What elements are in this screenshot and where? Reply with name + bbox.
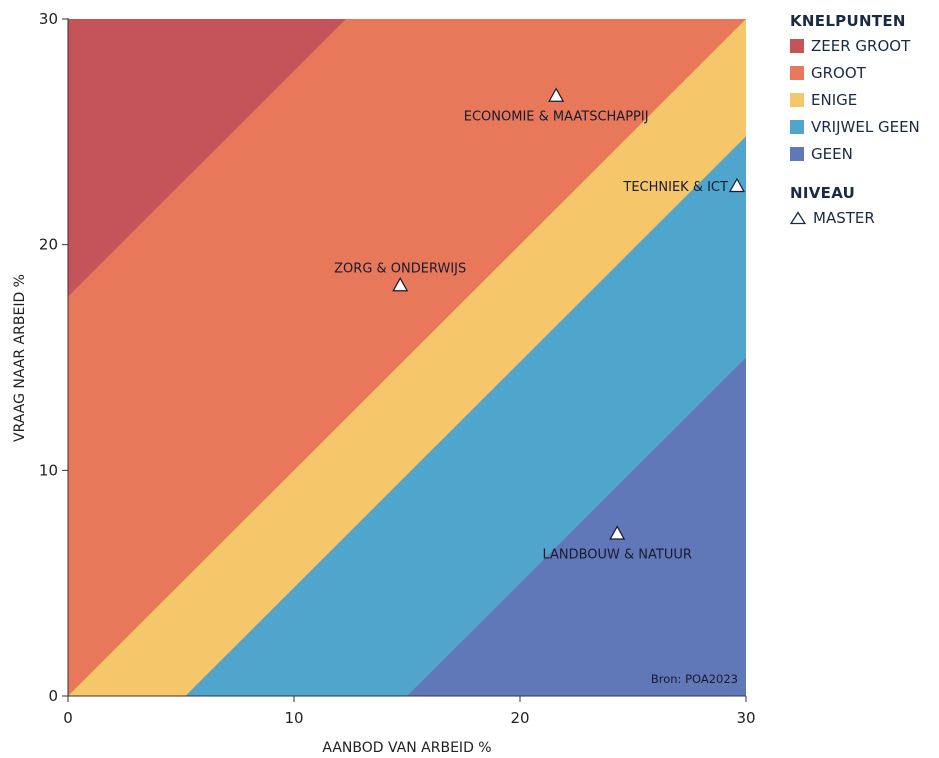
x-axis-label: AANBOD VAN ARBEID % — [322, 740, 491, 756]
legend-swatch — [790, 65, 804, 80]
legend-item-label: GROOT — [811, 63, 866, 82]
legend-swatch — [790, 38, 804, 53]
data-points: ECONOMIE & MAATSCHAPPIJ TECHNIEK & ICT ZOR… — [334, 87, 745, 563]
x-tick-label: 30 — [736, 709, 755, 727]
legend-item-label: ZEER GROOT — [811, 36, 911, 55]
band-vrijwel-geen — [185, 136, 746, 696]
point-label: LANDBOUW & NATUUR — [542, 548, 691, 563]
legend-item: GROOT — [790, 59, 920, 86]
y-tick-label: 10 — [39, 461, 58, 479]
legend-item: ZEER GROOT — [790, 32, 920, 59]
y-tick-label: 30 — [39, 10, 58, 28]
x-tick-label: 10 — [284, 709, 303, 727]
point-marker — [392, 277, 409, 292]
legend-item: ENIGE — [790, 86, 920, 113]
legend-title-knelpunten: KNELPUNTEN — [790, 12, 906, 30]
point-marker — [728, 177, 745, 193]
point-marker — [609, 525, 626, 540]
legend-item-label: ENIGE — [811, 90, 858, 109]
legend-items: ZEER GROOT GROOT ENIGE VRIJWEL GEEN GEEN — [790, 32, 920, 167]
y-axis-label: VRAAG NAAR ARBEID % — [12, 274, 28, 442]
legend-item-label: MASTER — [813, 208, 875, 227]
axes: 0 10 20 30 0 10 20 30 — [39, 10, 756, 727]
legend-swatch — [790, 146, 804, 161]
point-label: ZORG & ONDERWIJS — [334, 261, 466, 276]
point-marker — [548, 87, 565, 102]
y-tick-label: 20 — [39, 236, 58, 254]
legend-swatch — [790, 92, 804, 107]
band-enige — [68, 19, 746, 696]
legend-title-niveau: NIVEAU — [790, 184, 856, 202]
triangle-outline-icon — [790, 210, 806, 224]
legend-item-label: GEEN — [811, 144, 853, 163]
legend-swatch — [790, 119, 804, 134]
x-tick-label: 20 — [510, 709, 529, 727]
x-tick-label: 0 — [63, 709, 73, 727]
band-zeer-groot — [68, 19, 346, 297]
band-geen — [407, 357, 746, 696]
legend-item-label: VRIJWEL GEEN — [811, 117, 920, 136]
legend-item: GEEN — [790, 140, 920, 167]
y-tick-label: 0 — [48, 687, 58, 705]
background-bands — [68, 19, 746, 696]
legend-item-master: MASTER — [790, 204, 920, 231]
point-label: TECHNIEK & ICT — [622, 180, 728, 195]
legend: KNELPUNTEN ZEER GROOT GROOT ENIGE VRIJWEL G… — [790, 12, 920, 231]
point-label: ECONOMIE & MAATSCHAPPIJ — [464, 110, 649, 125]
legend-item: VRIJWEL GEEN — [790, 113, 920, 140]
source-annotation: Bron: POA2023 — [651, 672, 738, 686]
